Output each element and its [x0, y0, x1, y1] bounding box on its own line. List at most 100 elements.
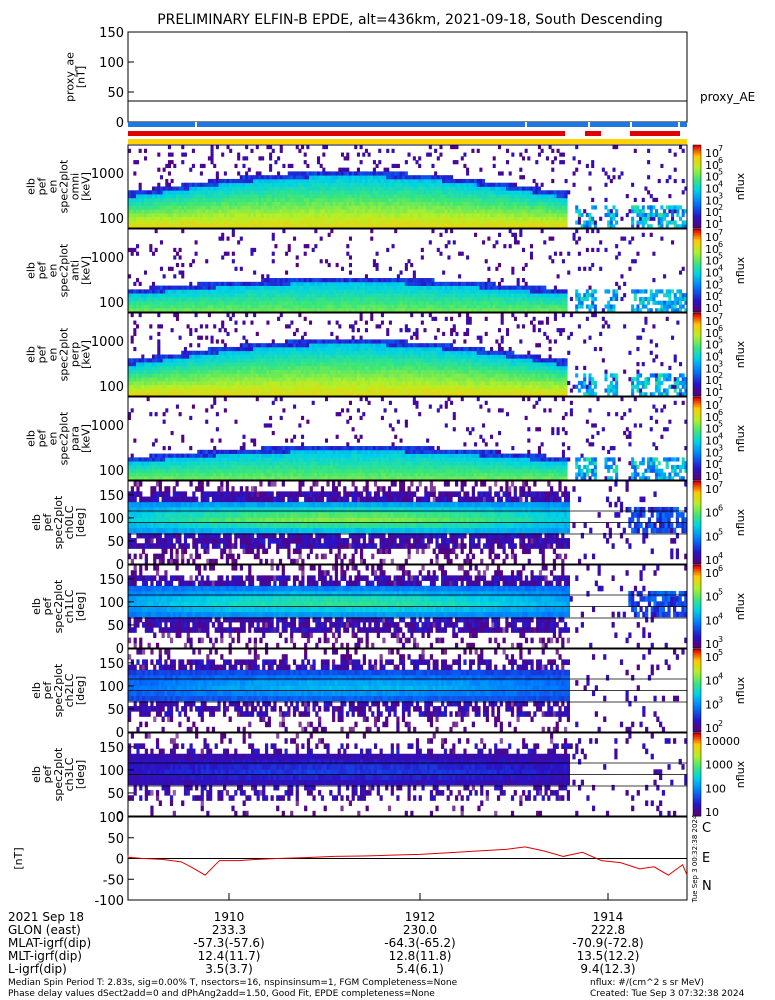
spec-cell	[399, 285, 403, 290]
spec-cell	[226, 251, 230, 256]
spec-cell	[348, 285, 352, 290]
spec-cell	[652, 300, 656, 305]
spec-cell	[245, 296, 249, 302]
panel-frame-proxy_ae	[127, 31, 688, 123]
spec-cell	[277, 224, 281, 229]
spec-cell	[338, 190, 342, 195]
spec-cell	[455, 216, 459, 221]
spec-cell	[348, 270, 352, 275]
spec-cell	[157, 296, 161, 302]
spec-cell	[490, 209, 494, 214]
colorbar-cell	[693, 159, 701, 163]
spec-cell	[135, 388, 140, 393]
spec-cell	[218, 328, 222, 333]
spec-cell	[495, 304, 499, 309]
spec-cell	[391, 224, 395, 229]
strip-gap	[588, 122, 590, 127]
spec-cell	[237, 300, 241, 305]
spec-cell	[146, 369, 150, 374]
spec-cell	[356, 190, 360, 195]
spec-cell	[242, 362, 246, 367]
spec-cell	[311, 182, 315, 187]
spec-cell	[513, 236, 518, 241]
spec-cell	[133, 380, 137, 386]
spec-cell	[130, 216, 134, 221]
spec-cell	[396, 186, 400, 191]
spec-cell	[426, 212, 430, 218]
spec-cell	[234, 384, 238, 389]
spec-cell	[543, 212, 547, 218]
spec-cell	[604, 304, 608, 309]
spec-cell	[207, 285, 211, 290]
spec-cell	[245, 216, 249, 221]
spec-cell	[290, 296, 294, 302]
spec-cell	[516, 285, 520, 290]
spec-cell	[513, 216, 518, 221]
spec-cell	[444, 244, 448, 249]
spec-cell	[383, 182, 387, 187]
spec-cell	[189, 289, 193, 294]
spec-cell	[135, 197, 140, 202]
spec-cell	[599, 240, 603, 245]
spec-cell	[593, 308, 597, 313]
spec-cell	[250, 186, 254, 191]
spec-cell	[641, 209, 645, 214]
spec-cell	[229, 186, 233, 191]
spec-cell	[513, 186, 518, 191]
spec-cell	[189, 186, 193, 191]
spec-cell	[484, 212, 488, 218]
spec-cell	[165, 220, 169, 225]
spec-cell	[138, 281, 142, 286]
spec-cell	[343, 220, 347, 225]
spec-cell	[399, 224, 403, 229]
spec-cell	[511, 232, 515, 237]
spec-cell	[130, 289, 134, 294]
spec-cell	[543, 201, 547, 206]
colorbar-cell	[693, 209, 701, 212]
spec-cell	[484, 224, 488, 229]
spec-cell	[503, 182, 507, 187]
spec-cell	[644, 216, 648, 221]
spec-cell	[253, 384, 257, 389]
spec-cell	[199, 388, 203, 393]
spec-cell	[681, 293, 685, 298]
spec-cell	[407, 308, 411, 313]
spec-cell	[183, 346, 187, 352]
spec-cell	[290, 285, 294, 290]
spec-cell	[197, 296, 201, 302]
spec-cell	[537, 289, 541, 294]
spec-cell	[245, 178, 249, 184]
spec-cell	[141, 304, 145, 309]
spec-cell	[146, 197, 150, 202]
spec-cell	[668, 209, 672, 214]
spec-cell	[335, 171, 339, 176]
spec-cell	[298, 293, 302, 298]
spec-cell	[306, 209, 310, 214]
spec-cell	[151, 362, 156, 367]
spec-cell	[508, 229, 512, 234]
spec-cell	[428, 197, 432, 202]
spec-cell	[471, 186, 475, 191]
spec-cell	[223, 304, 227, 309]
spec-cell	[500, 278, 504, 283]
spec-cell	[279, 175, 283, 180]
spec-cell	[585, 220, 589, 225]
spec-cell	[287, 178, 291, 184]
spec-cell	[359, 201, 363, 206]
spec-cell	[359, 194, 363, 199]
colorbar-cell	[693, 272, 701, 276]
spec-cell	[303, 201, 307, 206]
spec-cell	[165, 300, 169, 305]
spec-cell	[231, 190, 235, 195]
spec-cell	[231, 384, 235, 389]
spec-cell	[468, 296, 472, 302]
spec-cell	[476, 293, 480, 298]
spec-cell	[242, 285, 246, 290]
spec-cell	[258, 304, 262, 309]
spec-cell	[322, 281, 326, 286]
spec-cell	[340, 224, 345, 229]
spec-cell	[293, 182, 297, 187]
spec-cell	[394, 229, 398, 234]
spec-cell	[447, 197, 451, 202]
spec-cell	[394, 194, 398, 199]
